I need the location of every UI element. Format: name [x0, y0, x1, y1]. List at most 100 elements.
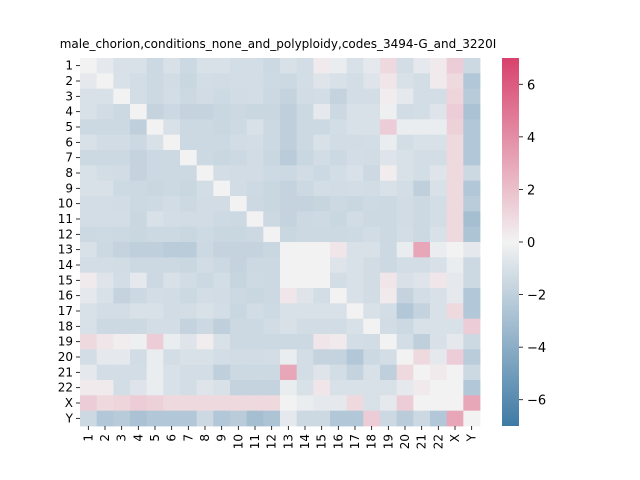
y-tick-label: X [65, 396, 73, 410]
heatmap-cell [246, 395, 264, 412]
heatmap-cell [196, 104, 214, 120]
heatmap-cell [346, 410, 364, 427]
heatmap-cell [346, 196, 364, 212]
heatmap-cell [380, 242, 398, 258]
heatmap-cell [96, 180, 114, 197]
heatmap-cell [113, 334, 131, 350]
heatmap-cell [146, 380, 164, 396]
heatmap-cell [96, 73, 114, 90]
heatmap-cell [180, 410, 198, 427]
heatmap-cell [413, 364, 431, 381]
heatmap-cell [113, 272, 131, 289]
heatmap-cell [446, 364, 464, 381]
heatmap-cell [330, 88, 348, 105]
heatmap-cell [346, 242, 364, 258]
heatmap-cell [346, 288, 364, 304]
x-tick-label: 17 [348, 434, 362, 449]
heatmap-cell [213, 318, 231, 335]
heatmap-cell [230, 211, 248, 228]
heatmap-cell [196, 410, 214, 427]
heatmap-cell [280, 349, 298, 366]
heatmap-cell [113, 88, 131, 105]
heatmap-cell [80, 334, 98, 350]
heatmap-cell [180, 288, 198, 304]
colorbar-tick-label: 2 [527, 183, 535, 198]
heatmap-cell [313, 349, 331, 366]
heatmap-cell [380, 380, 398, 396]
heatmap-cell [230, 196, 248, 212]
heatmap-cell [80, 150, 98, 166]
heatmap-cell [196, 288, 214, 304]
heatmap-cells [80, 58, 481, 427]
heatmap-cell [380, 395, 398, 412]
heatmap-cell [263, 211, 281, 228]
heatmap-cell [246, 303, 264, 320]
heatmap-cell [413, 165, 431, 182]
heatmap-cell [463, 119, 481, 136]
heatmap-cell [280, 211, 298, 228]
heatmap-cell [430, 104, 448, 120]
y-tick-label: 19 [58, 335, 73, 349]
heatmap-cell [313, 58, 331, 74]
heatmap-cell [280, 303, 298, 320]
heatmap-cell [196, 226, 214, 243]
heatmap-cell [246, 165, 264, 182]
heatmap-cell [96, 364, 114, 381]
heatmap-cell [146, 364, 164, 381]
heatmap-cell [430, 242, 448, 258]
heatmap-cell [346, 226, 364, 243]
heatmap-cell [280, 257, 298, 274]
heatmap-cell [380, 165, 398, 182]
heatmap-cell [330, 334, 348, 350]
heatmap-cell [246, 242, 264, 258]
heatmap-cell [180, 104, 198, 120]
heatmap-cell [313, 226, 331, 243]
heatmap-cell [396, 104, 414, 120]
heatmap-cell [246, 211, 264, 228]
heatmap-cell [363, 196, 381, 212]
heatmap-cell [280, 318, 298, 335]
heatmap-cell [296, 303, 314, 320]
heatmap-cell [146, 150, 164, 166]
heatmap-cell [130, 380, 148, 396]
heatmap-cell [413, 303, 431, 320]
heatmap-cell [446, 196, 464, 212]
heatmap-cell [246, 88, 264, 105]
heatmap-cell [296, 165, 314, 182]
heatmap-cell [196, 180, 214, 197]
heatmap-cell [446, 88, 464, 105]
heatmap-cell [146, 119, 164, 136]
heatmap-cell [130, 180, 148, 197]
heatmap-cell [363, 226, 381, 243]
heatmap-cell [263, 180, 281, 197]
heatmap-cell [463, 150, 481, 166]
heatmap-cell [213, 257, 231, 274]
heatmap-cell [80, 349, 98, 366]
heatmap-cell [363, 88, 381, 105]
heatmap-cell [96, 211, 114, 228]
heatmap-cell [446, 272, 464, 289]
heatmap-cell [263, 349, 281, 366]
y-tick-label: 6 [65, 135, 73, 149]
heatmap-cell [296, 410, 314, 427]
heatmap-cell [313, 318, 331, 335]
heatmap-cell [430, 196, 448, 212]
heatmap-cell [396, 73, 414, 90]
heatmap-cell [230, 410, 248, 427]
heatmap-cell [230, 303, 248, 320]
heatmap-cell [163, 196, 181, 212]
heatmap-cell [80, 410, 98, 427]
y-tick-label: Y [65, 411, 74, 425]
heatmap-cell [463, 334, 481, 350]
heatmap-cell [280, 364, 298, 381]
heatmap-cell [180, 165, 198, 182]
heatmap-cell [280, 134, 298, 151]
heatmap-cell [163, 242, 181, 258]
y-tick-label: 12 [58, 227, 73, 241]
x-tick-label: 3 [115, 434, 129, 442]
heatmap-cell [346, 104, 364, 120]
heatmap-cell [130, 211, 148, 228]
heatmap-cell [363, 334, 381, 350]
y-tick-label: 8 [65, 166, 73, 180]
heatmap-cell [380, 211, 398, 228]
